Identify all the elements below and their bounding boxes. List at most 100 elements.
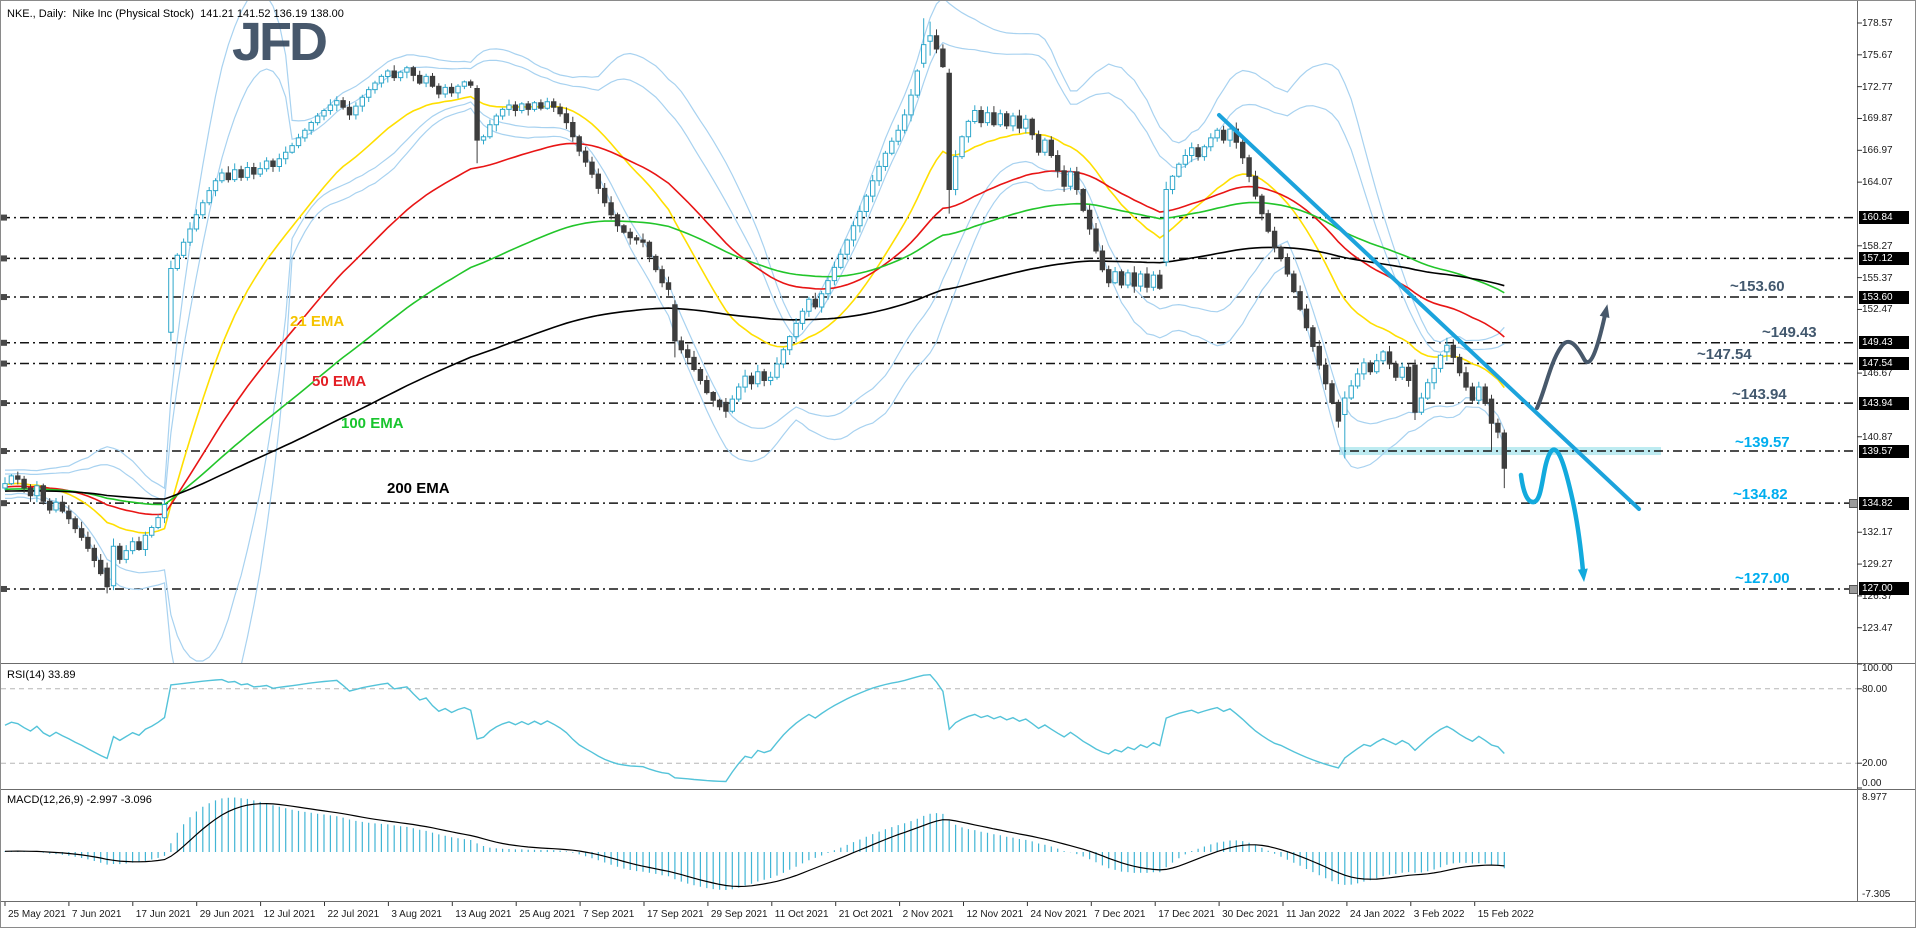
date-label: 12 Nov 2021	[966, 909, 1024, 920]
rsi-axis-label: 100.00	[1862, 663, 1893, 674]
ema-200-line	[4, 246, 1505, 500]
downtrend-line[interactable]	[1217, 113, 1641, 511]
ema-label: 200 EMA	[387, 480, 450, 497]
date-label: 3 Aug 2021	[391, 909, 442, 920]
macd-histogram	[4, 797, 1505, 890]
bollinger-upper-band	[5, 1, 1505, 490]
date-label: 7 Jun 2021	[71, 909, 122, 920]
level-drag-handle[interactable]	[1849, 499, 1858, 509]
date-label: 17 Dec 2021	[1158, 909, 1215, 920]
level-annotation: ~147.54	[1697, 346, 1752, 363]
date-label: 15 Feb 2022	[1477, 909, 1534, 920]
date-label: 21 Oct 2021	[838, 909, 894, 920]
date-label: 25 Aug 2021	[519, 909, 576, 920]
ohlc-header: NKE., Daily: Nike Inc (Physical Stock) 1…	[7, 8, 344, 20]
level-anchor-square	[1, 585, 7, 592]
level-annotation: ~143.94	[1732, 386, 1787, 403]
jfd-logo: JFD	[232, 12, 328, 72]
down-scenario-arrow[interactable]	[1518, 447, 1588, 582]
date-label: 22 Jul 2021	[327, 909, 380, 920]
price-axis-label: 166.97	[1862, 145, 1893, 157]
price-level-badge: 134.82	[1859, 496, 1909, 510]
price-axis-label: 169.87	[1862, 113, 1893, 125]
rsi-label: RSI(14) 33.89	[7, 669, 76, 681]
level-anchor-square	[1, 500, 7, 507]
rsi-axis-label: 80.00	[1862, 683, 1888, 695]
level-anchor-square	[1, 400, 7, 407]
price-axis-label: 175.67	[1862, 49, 1893, 61]
ema-21-line	[4, 95, 1505, 534]
date-label: 3 Feb 2022	[1413, 909, 1465, 920]
level-annotation: ~139.57	[1735, 434, 1790, 451]
level-annotation: ~127.00	[1735, 570, 1790, 587]
level-anchor-square	[1, 294, 7, 301]
price-axis-label: 140.87	[1862, 431, 1893, 443]
level-annotation: ~134.82	[1733, 486, 1788, 503]
ema-100-line	[4, 201, 1505, 506]
macd-axis-label: -7.305	[1862, 889, 1891, 900]
price-axis-label: 178.57	[1862, 18, 1893, 29]
date-label: 17 Jun 2021	[135, 909, 191, 920]
price-level-badge: 160.84	[1859, 211, 1909, 225]
date-label: 24 Nov 2021	[1030, 909, 1088, 920]
price-level-badge: 149.43	[1859, 336, 1909, 350]
macd-panel[interactable]	[4, 797, 1505, 891]
main-chart-area[interactable]	[1, 1, 1857, 741]
price-level-badge: 127.00	[1859, 582, 1909, 596]
date-label: 29 Sep 2021	[710, 909, 768, 920]
date-label: 12 Jul 2021	[263, 909, 316, 920]
level-anchor-square	[1, 339, 7, 346]
date-label: 2 Nov 2021	[902, 909, 954, 920]
price-level-badge: 147.54	[1859, 357, 1909, 371]
bollinger-lower-band	[5, 101, 1505, 662]
rsi-line	[4, 673, 1505, 783]
price-axis-label: 126.37	[1862, 590, 1893, 602]
macd-label: MACD(12,26,9) -2.997 -3.096	[7, 794, 152, 806]
macd-signal-line	[4, 802, 1505, 888]
date-label: 30 Dec 2021	[1222, 909, 1279, 920]
up-scenario-arrow[interactable]	[1535, 304, 1610, 410]
price-axis-label: 164.07	[1862, 177, 1893, 189]
macd-axis-label: 8.977	[1862, 792, 1888, 803]
level-anchor-square	[1, 214, 7, 221]
price-level-badge: 139.57	[1859, 444, 1909, 458]
ema-label: 50 EMA	[312, 373, 367, 390]
price-level-badge: 157.12	[1859, 251, 1909, 265]
up-candle-bodies	[2, 35, 1482, 587]
bollinger-lower-band	[5, 107, 1505, 663]
date-label: 7 Dec 2021	[1094, 909, 1146, 920]
ema-50-line	[4, 142, 1505, 516]
date-label: 7 Sep 2021	[583, 909, 635, 920]
level-anchor-square	[1, 360, 7, 367]
up-candle-wicks	[4, 18, 1480, 591]
price-axis-label: 129.27	[1862, 559, 1893, 571]
date-label: 24 Jan 2022	[1349, 909, 1405, 920]
rsi-axis-label: 20.00	[1862, 758, 1888, 770]
level-anchor-square	[1, 448, 7, 455]
price-axis-label: 132.17	[1862, 527, 1893, 539]
support-zone[interactable]	[1339, 447, 1661, 456]
price-axis-label: 155.37	[1862, 272, 1893, 284]
level-annotation: ~153.60	[1730, 278, 1785, 295]
date-label: 11 Jan 2022	[1286, 909, 1341, 920]
level-anchor-square	[1, 255, 7, 262]
ema-label: 21 EMA	[290, 313, 345, 330]
price-level-badge: 153.60	[1859, 290, 1909, 304]
ema-label: 100 EMA	[341, 415, 404, 432]
down-candle-bodies	[15, 35, 1507, 588]
price-axis-label: 158.27	[1862, 240, 1893, 252]
date-label: 17 Sep 2021	[647, 909, 704, 920]
date-label: 13 Aug 2021	[455, 909, 512, 920]
date-label: 25 May 2021	[8, 909, 66, 920]
price-axis-label: 123.47	[1862, 622, 1893, 634]
date-label: 11 Oct 2021	[774, 909, 829, 920]
price-axis-label: 172.77	[1862, 81, 1893, 93]
date-label: 29 Jun 2021	[199, 909, 255, 920]
price-level-badge: 143.94	[1859, 396, 1909, 410]
level-annotation: ~149.43	[1762, 324, 1817, 341]
rsi-panel[interactable]	[1, 673, 1857, 783]
level-drag-handle[interactable]	[1849, 584, 1858, 594]
rsi-axis-label: 0.00	[1862, 778, 1882, 789]
